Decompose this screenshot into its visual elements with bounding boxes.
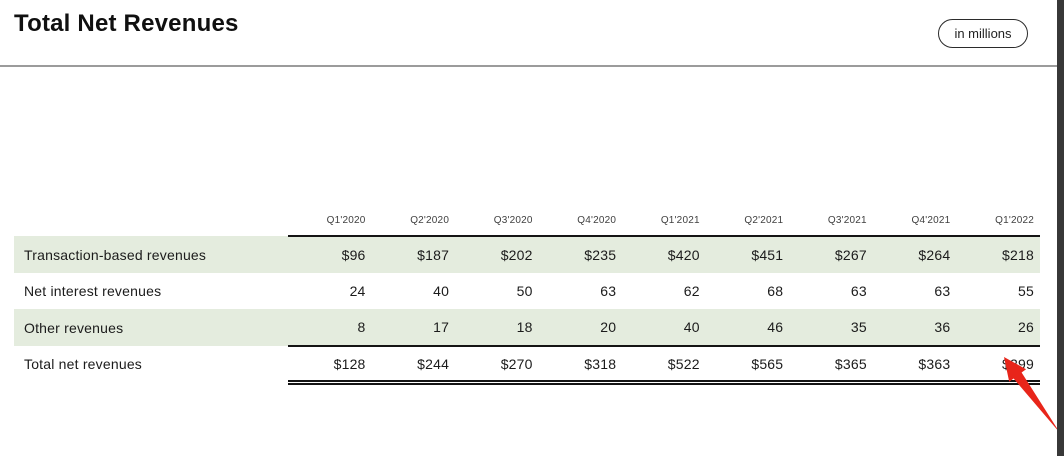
cell-value: 18 xyxy=(455,309,539,347)
table-row: Other revenues 8 17 18 20 40 46 35 36 26 xyxy=(14,309,1040,347)
cell-value: 63 xyxy=(934,283,951,299)
unit-badge-label: in millions xyxy=(954,26,1012,41)
table-row: Transaction-based revenues $96 $187 $202 $23… xyxy=(14,236,1040,273)
column-header: Q4'2021 xyxy=(872,196,957,237)
revenue-table: Q1'2020 Q2'2020 Q3'2020 Q4'2020 Q1'2021 Q2'20… xyxy=(14,196,1040,385)
cell-value: $235 xyxy=(584,247,617,263)
column-header: Q2'2020 xyxy=(371,196,456,237)
header-label-spacer xyxy=(14,196,288,236)
cell-value: $318 xyxy=(538,346,623,385)
header-row: Q1'2020 Q2'2020 Q3'2020 Q4'2020 Q1'2021 Q2'20… xyxy=(14,196,1040,237)
column-header: Q1'2022 xyxy=(956,196,1040,237)
cell-value: $128 xyxy=(288,346,372,385)
cell-value: 63 xyxy=(600,283,617,299)
table-row: Total net revenues $128 $244 $270 $318 $522 $5… xyxy=(14,346,1040,385)
cell-value: $264 xyxy=(918,247,951,263)
cell-value: $202 xyxy=(500,247,533,263)
cell-value: 17 xyxy=(371,309,456,347)
header-divider xyxy=(0,65,1057,67)
table-body: Transaction-based revenues $96 $187 $202 $23… xyxy=(14,236,1040,385)
cell-value: 55 xyxy=(1018,283,1034,299)
cell-value: $363 xyxy=(872,346,957,385)
unit-badge[interactable]: in millions xyxy=(938,19,1028,48)
cell-value: $565 xyxy=(705,346,790,385)
cell-value: $365 xyxy=(789,346,873,385)
column-header: Q1'2020 xyxy=(288,196,372,237)
table-header: Q1'2020 Q2'2020 Q3'2020 Q4'2020 Q1'2021 Q2'20… xyxy=(14,196,1040,237)
cell-value: $187 xyxy=(417,247,450,263)
row-label: Total net revenues xyxy=(24,356,143,373)
table-row: Net interest revenues 24 40 50 63 62 68 63 63 55 xyxy=(14,273,1040,309)
column-header: Q2'2021 xyxy=(705,196,790,237)
column-header: Q4'2020 xyxy=(538,196,623,237)
cell-value: 26 xyxy=(956,309,1040,347)
cell-value: 8 xyxy=(288,309,372,347)
cell-value: $420 xyxy=(667,247,700,263)
page-title: Total Net Revenues xyxy=(14,10,239,37)
cell-value: $96 xyxy=(341,247,366,263)
column-header: Q1'2021 xyxy=(622,196,706,237)
column-header: Q3'2021 xyxy=(789,196,873,237)
cell-value: $451 xyxy=(751,247,784,263)
row-label: Transaction-based revenues xyxy=(24,246,207,263)
window-edge xyxy=(1057,0,1064,456)
cell-value: 40 xyxy=(622,309,706,347)
row-label: Other revenues xyxy=(24,319,124,336)
cell-value: $218 xyxy=(1002,247,1034,263)
column-header: Q3'2020 xyxy=(455,196,539,237)
cell-value: 40 xyxy=(433,283,450,299)
cell-value: 68 xyxy=(767,283,784,299)
cell-value: $522 xyxy=(622,346,706,385)
cell-value: 50 xyxy=(516,283,533,299)
cell-value: $244 xyxy=(371,346,456,385)
cell-value: $270 xyxy=(455,346,539,385)
cell-value: $299 xyxy=(956,346,1040,385)
cell-value: 62 xyxy=(683,283,700,299)
cell-value: 20 xyxy=(538,309,623,347)
cell-value: 24 xyxy=(349,283,366,299)
cell-value: $267 xyxy=(834,247,867,263)
cell-value: 46 xyxy=(705,309,790,347)
cell-value: 36 xyxy=(872,309,957,347)
cell-value: 63 xyxy=(850,283,867,299)
cell-value: 35 xyxy=(789,309,873,347)
row-label: Net interest revenues xyxy=(24,283,162,299)
